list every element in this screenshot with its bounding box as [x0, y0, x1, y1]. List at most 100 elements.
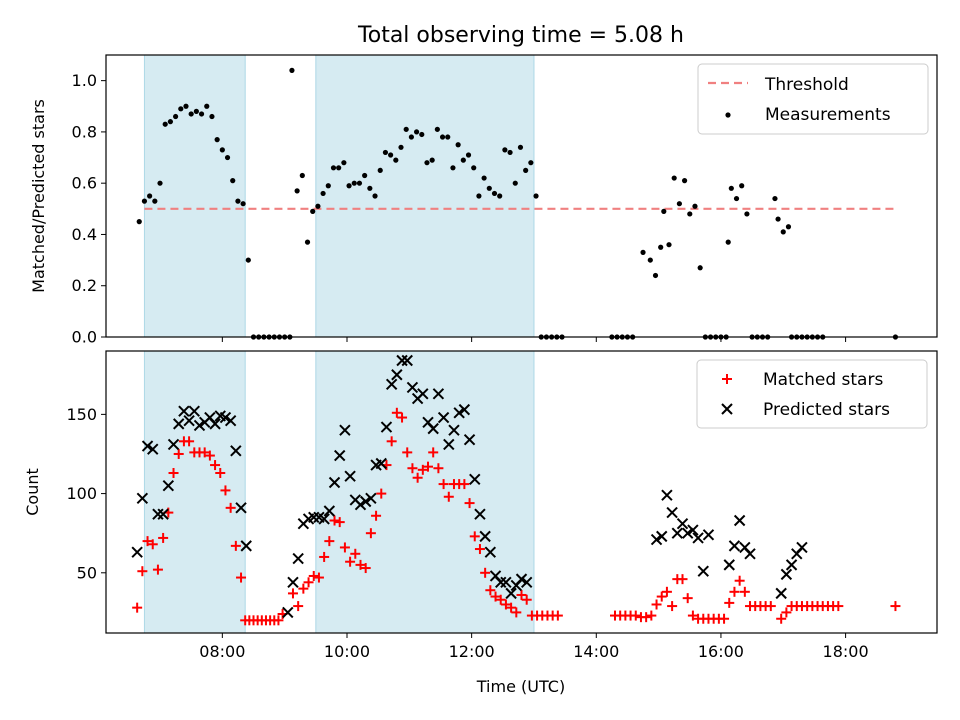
predicted-star-point: [427, 422, 439, 435]
predicted-star-point: [230, 445, 242, 457]
marker-stroke: [520, 576, 533, 589]
measurement-point: [310, 208, 316, 214]
matched-star-point: [158, 532, 169, 543]
marker-stroke: [209, 418, 221, 430]
matched-star-point: [225, 502, 236, 513]
predicted-star-point: [785, 559, 798, 571]
top-y-ticks: 0.0 0.2 0.4 0.6 0.8 1.0: [72, 71, 106, 347]
measurement-point: [647, 257, 653, 263]
measurement-point: [507, 149, 513, 156]
predicted-star-point: [463, 434, 476, 446]
y-tick-label: 0.8: [72, 122, 97, 141]
matched-star-point: [319, 551, 330, 562]
marker-stroke: [152, 508, 164, 520]
matched-star-point: [334, 517, 345, 528]
measurement-point: [517, 144, 524, 150]
legend-matched-label: Matched stars: [763, 370, 883, 390]
marker-stroke: [193, 419, 206, 432]
marker-stroke: [224, 415, 237, 427]
matched-star-point: [677, 574, 688, 585]
measurement-point: [652, 272, 659, 279]
legend-cross-marker: [721, 403, 733, 415]
legend-measurement-swatch: [725, 112, 731, 118]
bottom-x-ticks: 08:00 10:00 12:00 14:00 16:00 18:00: [199, 633, 869, 661]
marker-stroke: [443, 438, 455, 451]
predicted-star-point: [147, 443, 159, 455]
predicted-star-point: [173, 418, 185, 430]
matched-star-point: [308, 570, 319, 581]
predicted-star-point: [666, 506, 678, 519]
measurement-point: [450, 165, 456, 171]
measurement-point: [445, 134, 451, 140]
marker-stroke: [323, 505, 336, 517]
predicted-star-point: [131, 546, 143, 558]
measurement-point: [728, 185, 734, 191]
matched-star-point: [329, 515, 340, 526]
bottom-legend: Matched stars Predicted stars: [696, 359, 928, 429]
predicted-star-point: [292, 552, 304, 565]
matched-star-point: [173, 448, 184, 459]
matched-star-point: [147, 539, 158, 550]
matched-stars-points: [132, 407, 901, 626]
measurement-point: [471, 165, 477, 171]
measurement-point: [491, 190, 498, 197]
predicted-star-point: [235, 502, 247, 514]
marker-stroke: [167, 438, 180, 451]
marker-stroke: [235, 502, 247, 514]
measurement-point: [219, 147, 225, 153]
marker-stroke: [183, 415, 195, 427]
predicted-star-point: [344, 470, 356, 482]
marker-stroke: [702, 529, 715, 541]
measurement-point: [476, 193, 482, 199]
marker-stroke: [744, 548, 756, 560]
predicted-star-point: [469, 473, 481, 486]
y-tick-label: 0.6: [72, 174, 97, 193]
measurement-point: [325, 183, 331, 189]
top-legend: Threshold Measurements: [697, 63, 929, 135]
measurement-point: [692, 203, 698, 209]
predicted-star-point: [219, 411, 232, 424]
matched-star-point: [464, 498, 475, 509]
measurement-point: [744, 211, 750, 217]
predicted-star-point: [380, 421, 393, 433]
marker-stroke: [687, 524, 699, 536]
predicted-star-point: [728, 540, 741, 552]
measurement-point: [136, 219, 142, 225]
top-legend-box: [697, 63, 929, 135]
measurement-point: [661, 208, 667, 214]
measurement-point: [388, 152, 394, 158]
predicted-star-point: [697, 565, 709, 577]
matched-star-point: [724, 597, 735, 608]
measurement-point: [320, 190, 326, 197]
marker-stroke: [204, 411, 216, 424]
predicted-star-point: [661, 489, 673, 501]
matched-star-point: [651, 599, 662, 610]
predicted-star-point: [437, 411, 450, 424]
predicted-star-point: [391, 369, 403, 381]
measurement-point: [294, 188, 300, 194]
predicted-star-point: [141, 440, 154, 452]
predicted-star-point: [448, 424, 460, 436]
measurement-point: [512, 180, 518, 186]
matched-star-point: [656, 591, 667, 602]
matched-star-point: [490, 591, 501, 602]
marker-stroke: [359, 495, 372, 508]
predicted-star-point: [178, 405, 190, 417]
marker-stroke: [437, 411, 450, 424]
matched-star-point: [480, 567, 491, 578]
marker-stroke: [656, 530, 668, 543]
predicted-star-point: [188, 405, 201, 417]
predicted-star-point: [650, 533, 663, 546]
x-tick-label: 10:00: [324, 642, 370, 661]
measurement-point: [315, 203, 321, 209]
predicted-star-point: [328, 476, 341, 489]
y-tick-label: 0.0: [72, 328, 97, 347]
marker-stroke: [489, 570, 502, 582]
measurement-point: [528, 160, 534, 166]
predicted-star-point: [692, 532, 704, 544]
marker-stroke: [785, 559, 798, 571]
bottom-shaded-intervals: [143, 350, 535, 634]
measurement-point: [697, 265, 703, 271]
marker-stroke: [469, 473, 481, 486]
